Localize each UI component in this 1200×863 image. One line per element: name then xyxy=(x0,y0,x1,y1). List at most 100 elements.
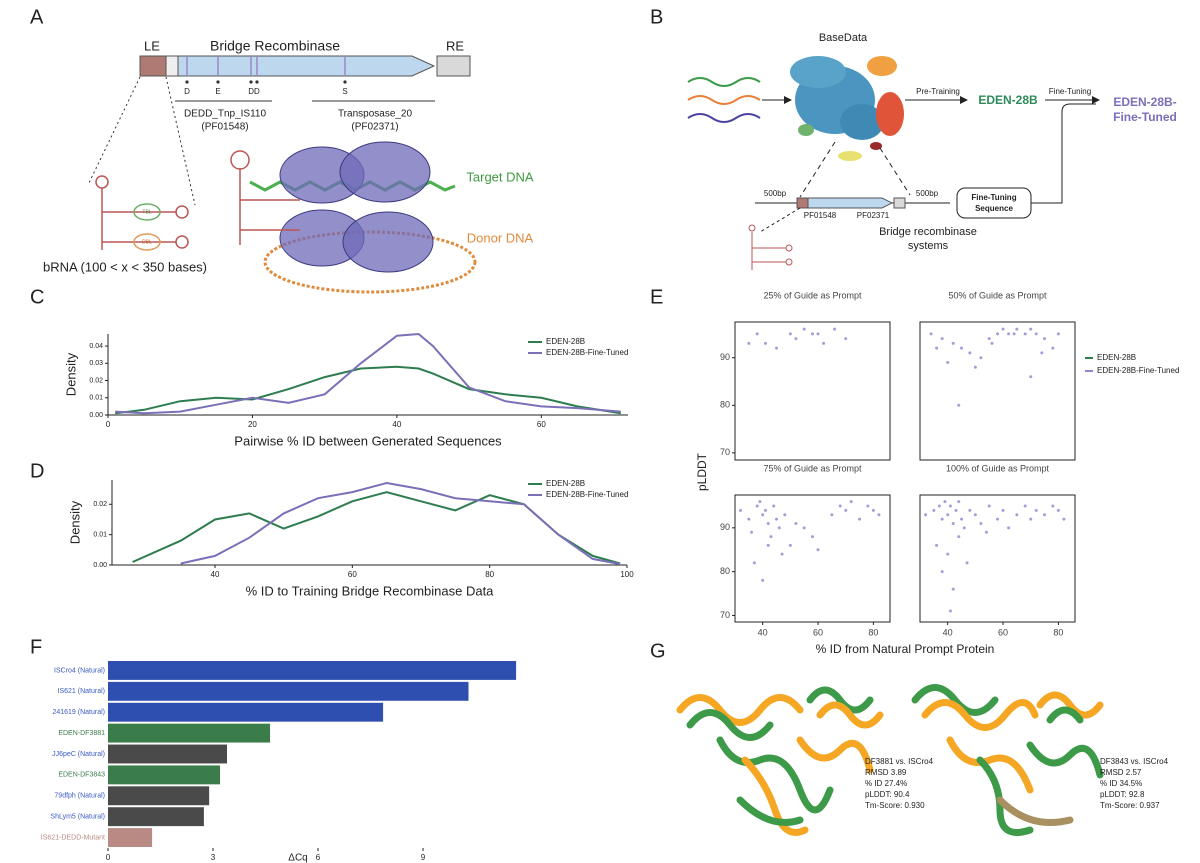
point xyxy=(1062,517,1066,521)
y-tick-label: 0.04 xyxy=(89,343,103,350)
x-tick-label: 9 xyxy=(421,853,426,862)
point xyxy=(1015,513,1019,517)
point xyxy=(802,526,806,530)
x-tick-label: 3 xyxy=(211,853,216,862)
point xyxy=(957,500,961,504)
bar xyxy=(108,681,469,701)
subplot-title: 50% of Guide as Prompt xyxy=(948,290,1047,300)
y-tick-label: 70 xyxy=(720,447,730,457)
legend-label: EDEN-28B xyxy=(546,337,585,346)
x-tick-label: 0 xyxy=(106,853,111,862)
y-tick-label: 0.03 xyxy=(89,360,103,367)
point xyxy=(1029,327,1033,331)
zoom-line xyxy=(759,207,801,233)
label: 500bp xyxy=(764,189,787,198)
point xyxy=(996,332,999,336)
y-tick-label: 70 xyxy=(720,610,730,620)
x-tick-label: 40 xyxy=(943,627,953,637)
stat: RMSD 2.57 xyxy=(1100,768,1142,777)
y-tick-label: 0.00 xyxy=(89,412,103,419)
spacer xyxy=(165,55,179,77)
subplot-title: 75% of Guide as Prompt xyxy=(763,463,862,473)
point xyxy=(984,530,988,534)
stat: Tm-Score: 0.937 xyxy=(1100,801,1160,810)
point xyxy=(755,332,759,336)
brna xyxy=(95,175,189,251)
y-axis-label: Density xyxy=(63,352,78,396)
stat: % ID 34.5% xyxy=(1100,779,1142,788)
point xyxy=(858,517,862,521)
point xyxy=(962,526,966,530)
panel-label: G xyxy=(650,640,666,662)
residue: E xyxy=(215,87,220,96)
point xyxy=(761,513,765,517)
point xyxy=(758,500,762,504)
arrow xyxy=(1031,103,1096,204)
category-label: JJ6peC (Natural) xyxy=(52,751,105,758)
category-label: 241619 (Natural) xyxy=(52,709,105,716)
point xyxy=(755,504,759,508)
point xyxy=(948,609,952,613)
panel-a: LE Bridge Recombinase RE D E DD S DEDD_T… xyxy=(43,38,534,294)
point xyxy=(1034,332,1038,336)
point xyxy=(979,356,983,360)
point xyxy=(1056,332,1060,336)
panel-labels: A B C D E F G xyxy=(30,6,666,662)
bar xyxy=(108,702,384,722)
label: Bridge recombinase xyxy=(879,226,977,238)
point xyxy=(973,365,977,369)
residue: D xyxy=(184,87,190,96)
point xyxy=(960,346,964,350)
category-label: IS621 (Natural) xyxy=(58,688,105,695)
point xyxy=(1051,504,1055,508)
subplot-frame xyxy=(919,321,1076,461)
point xyxy=(951,521,955,525)
point xyxy=(772,504,776,508)
subplot-title: 100% of Guide as Prompt xyxy=(946,463,1050,473)
series-line xyxy=(132,491,621,565)
x-tick-label: 60 xyxy=(813,627,823,637)
subplot-title: 25% of Guide as Prompt xyxy=(763,290,862,300)
label: systems xyxy=(908,240,949,252)
panel-label: B xyxy=(650,6,663,28)
stat: pLDDT: 92.8 xyxy=(1100,790,1145,799)
point xyxy=(833,327,837,331)
x-axis-label: % ID from Natural Prompt Protein xyxy=(816,642,995,656)
label: Bridge Recombinase xyxy=(210,38,340,54)
point xyxy=(763,508,767,512)
label: Fine-Tuning xyxy=(1049,87,1091,96)
point xyxy=(747,517,751,521)
point xyxy=(935,543,939,547)
residue-lines xyxy=(186,57,346,75)
x-tick-label: 80 xyxy=(1053,627,1063,637)
panel-label: F xyxy=(30,636,42,658)
point xyxy=(775,517,779,521)
point xyxy=(960,517,964,521)
point xyxy=(979,521,983,525)
stat: pLDDT: 90.4 xyxy=(865,790,910,799)
le-box xyxy=(796,197,809,209)
stat: DF3881 vs. ISCro4 xyxy=(865,757,934,766)
re-box xyxy=(893,197,906,209)
point xyxy=(1051,346,1055,350)
point xyxy=(1001,508,1005,512)
point xyxy=(769,535,773,539)
point xyxy=(1029,517,1033,521)
point xyxy=(940,517,944,521)
asterisks xyxy=(185,80,347,84)
point xyxy=(1043,513,1047,517)
legend-label: EDEN-28B xyxy=(546,479,585,488)
point xyxy=(940,570,944,574)
point xyxy=(871,508,875,512)
label: Pre-Training xyxy=(916,87,960,96)
re-box xyxy=(436,55,471,77)
point xyxy=(973,513,977,517)
x-tick-label: 6 xyxy=(316,853,321,862)
point xyxy=(794,521,798,525)
legend-label: EDEN-28B-Fine-Tuned xyxy=(1097,366,1179,375)
stat: Tm-Score: 0.930 xyxy=(865,801,925,810)
point xyxy=(747,341,751,345)
point xyxy=(752,561,756,565)
point xyxy=(990,341,994,345)
